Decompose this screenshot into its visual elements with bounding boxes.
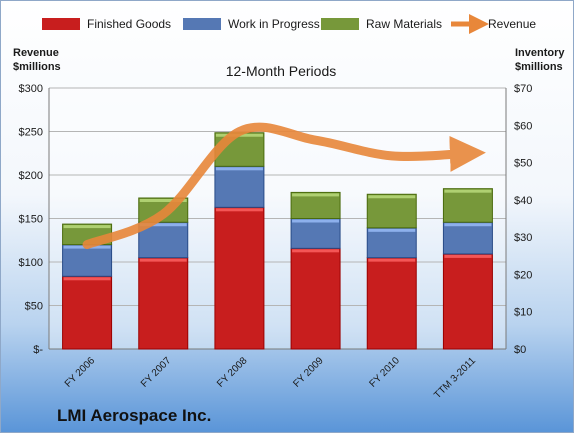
- bar-highlight-work-in-progress: [368, 228, 416, 232]
- left-axis-tick-label: $250: [19, 127, 43, 139]
- right-axis-tick-label: $0: [514, 344, 526, 356]
- x-tick-label: FY 2009: [291, 355, 326, 390]
- company-name: LMI Aerospace Inc.: [57, 406, 211, 425]
- bar-work-in-progress: [62, 244, 113, 277]
- legend-label-finished-goods: Finished Goods: [87, 17, 171, 31]
- left-axis-tick-label: $50: [25, 301, 43, 313]
- bar-work-in-progress: [442, 221, 493, 255]
- right-axis-tick-label: $10: [514, 307, 532, 319]
- x-tick-label: FY 2008: [215, 355, 250, 390]
- bar-highlight-finished-goods: [292, 249, 340, 253]
- bar-raw-materials: [442, 188, 493, 223]
- bar-finished-goods: [214, 206, 265, 350]
- bar-highlight-raw-materials: [368, 195, 416, 199]
- legend-swatch-finished-goods: [42, 18, 80, 30]
- legend-label-raw-materials: Raw Materials: [366, 17, 442, 31]
- bar-finished-goods: [62, 275, 113, 350]
- legend-label-revenue: Revenue: [488, 17, 536, 31]
- bar-raw-materials: [290, 191, 341, 219]
- bar-highlight-raw-materials: [139, 198, 187, 202]
- legend-swatch-raw-materials: [321, 18, 359, 30]
- left-axis-tick-label: $-: [33, 344, 43, 356]
- x-tick-label: FY 2007: [139, 355, 174, 390]
- x-tick-label: FY 2006: [63, 355, 98, 390]
- bar-highlight-finished-goods: [444, 254, 492, 258]
- right-axis-tick-label: $20: [514, 269, 532, 281]
- bar-raw-materials: [366, 193, 417, 229]
- bar-highlight-work-in-progress: [292, 219, 340, 223]
- left-axis-title-line1: Revenue: [13, 47, 59, 59]
- bar-highlight-work-in-progress: [215, 167, 263, 171]
- bar-highlight-finished-goods: [139, 258, 187, 262]
- bar-highlight-finished-goods: [63, 277, 111, 281]
- right-axis-tick-label: $40: [514, 195, 532, 207]
- right-axis-tick-label: $60: [514, 120, 532, 132]
- chart-subtitle: 12-Month Periods: [226, 63, 337, 79]
- bar-finished-goods: [290, 247, 341, 350]
- right-axis-tick-label: $30: [514, 232, 532, 244]
- bar-highlight-raw-materials: [444, 189, 492, 193]
- left-axis-tick-label: $200: [19, 170, 43, 182]
- legend-label-work-in-progress: Work in Progress: [228, 17, 320, 31]
- right-axis-title-line1: Inventory: [515, 47, 565, 59]
- legend: Finished Goods Work in Progress Raw Mate…: [42, 14, 536, 34]
- bar-work-in-progress: [366, 227, 417, 259]
- bar-highlight-finished-goods: [215, 208, 263, 212]
- x-tick-label: TTM 3-2011: [432, 355, 478, 401]
- bar-highlight-work-in-progress: [139, 223, 187, 227]
- bar-highlight-finished-goods: [368, 258, 416, 262]
- left-axis-tick-label: $100: [19, 257, 43, 269]
- x-tick-label: FY 2010: [367, 355, 402, 390]
- bar-finished-goods: [366, 257, 417, 350]
- bar-highlight-work-in-progress: [444, 223, 492, 227]
- left-axis-tick-label: $300: [19, 83, 43, 95]
- bar-finished-goods: [138, 257, 189, 350]
- right-axis-title-line2: $millions: [515, 61, 563, 73]
- bar-work-in-progress: [290, 218, 341, 249]
- left-axis-title-line2: $millions: [13, 61, 61, 73]
- plot-area: $- $50 $100 $150 $200 $250 $300 $0 $10 $20 $30 $40 $…: [19, 83, 533, 401]
- legend-swatch-work-in-progress: [183, 18, 221, 30]
- bar-highlight-raw-materials: [63, 225, 111, 229]
- right-axis-tick-label: $70: [514, 83, 532, 95]
- revenue-line: [82, 122, 486, 250]
- bar-work-in-progress: [214, 165, 265, 208]
- bar-highlight-raw-materials: [292, 193, 340, 197]
- right-axis-tick-label: $50: [514, 158, 532, 170]
- left-axis-tick-label: $150: [19, 214, 43, 226]
- bar-finished-goods: [442, 253, 493, 350]
